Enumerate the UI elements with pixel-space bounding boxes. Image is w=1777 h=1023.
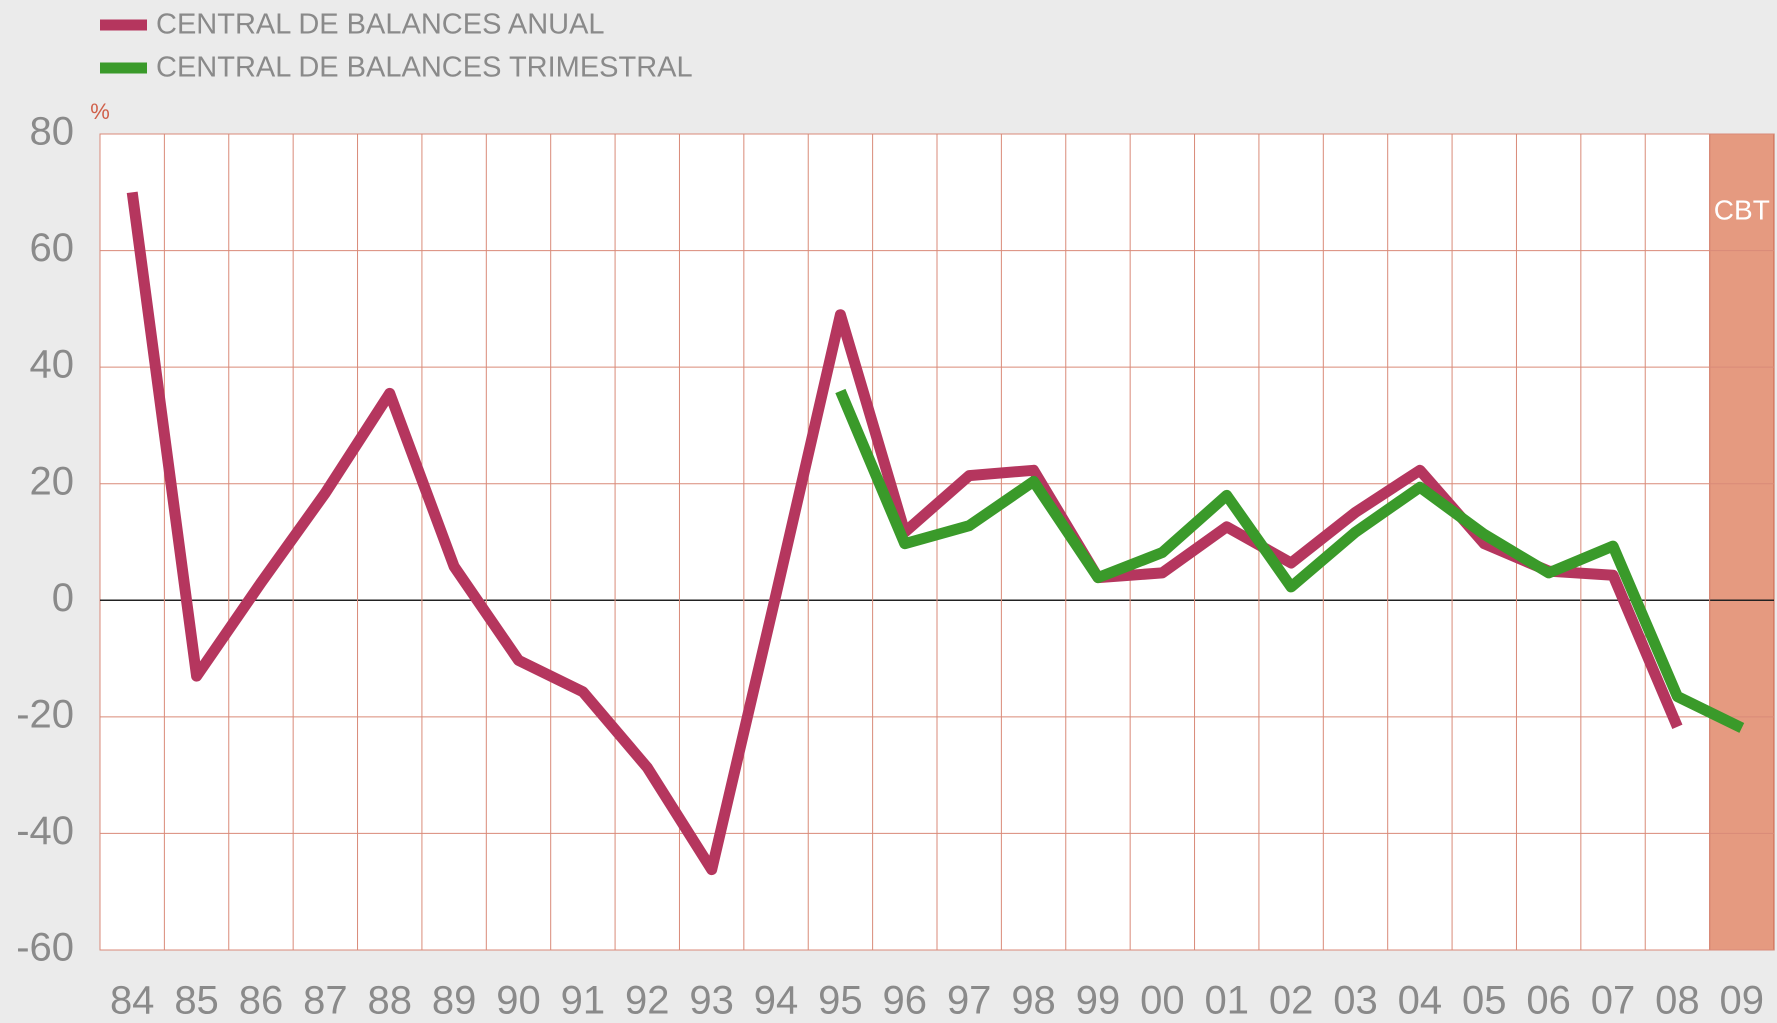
y-tick-label: 60 — [30, 226, 75, 270]
x-tick-label: 03 — [1333, 979, 1378, 1023]
x-tick-label: 07 — [1591, 979, 1636, 1023]
x-tick-label: 02 — [1269, 979, 1314, 1023]
x-tick-label: 01 — [1204, 979, 1249, 1023]
x-tick-label: 90 — [496, 979, 541, 1023]
x-tick-label: 08 — [1655, 979, 1700, 1023]
legend-label: CENTRAL DE BALANCES ANUAL — [156, 9, 605, 41]
x-tick-label: 95 — [818, 979, 863, 1023]
x-tick-label: 99 — [1076, 979, 1121, 1023]
y-axis-unit: % — [90, 99, 110, 124]
x-tick-label: 09 — [1720, 979, 1765, 1023]
y-tick-label: 20 — [30, 459, 75, 503]
y-tick-label: 40 — [30, 343, 75, 387]
x-tick-label: 91 — [561, 979, 606, 1023]
x-tick-label: 00 — [1140, 979, 1185, 1023]
x-tick-label: 97 — [947, 979, 992, 1023]
x-tick-label: 93 — [689, 979, 734, 1023]
y-tick-label: -60 — [16, 926, 74, 970]
y-tick-label: -20 — [16, 692, 74, 736]
x-tick-label: 98 — [1011, 979, 1056, 1023]
x-tick-label: 85 — [174, 979, 219, 1023]
data-line — [835, 388, 1745, 733]
y-tick-label: 0 — [52, 576, 74, 620]
x-tick-label: 86 — [239, 979, 284, 1023]
x-tick-label: 05 — [1462, 979, 1507, 1023]
legend-label: CENTRAL DE BALANCES TRIMESTRAL — [156, 52, 693, 84]
x-tick-label: 84 — [110, 979, 155, 1023]
x-tick-label: 88 — [367, 979, 412, 1023]
x-tick-label: 04 — [1398, 979, 1443, 1023]
y-tick-label: 80 — [30, 110, 75, 154]
x-tick-label: 06 — [1526, 979, 1571, 1023]
x-tick-label: 94 — [754, 979, 799, 1023]
y-tick-label: -40 — [16, 809, 74, 853]
x-tick-label: 89 — [432, 979, 477, 1023]
x-tick-label: 92 — [625, 979, 670, 1023]
highlight-band — [1709, 133, 1775, 951]
highlight-label: CBT — [1714, 194, 1770, 225]
x-tick-label: 96 — [883, 979, 928, 1023]
x-tick-label: 87 — [303, 979, 348, 1023]
